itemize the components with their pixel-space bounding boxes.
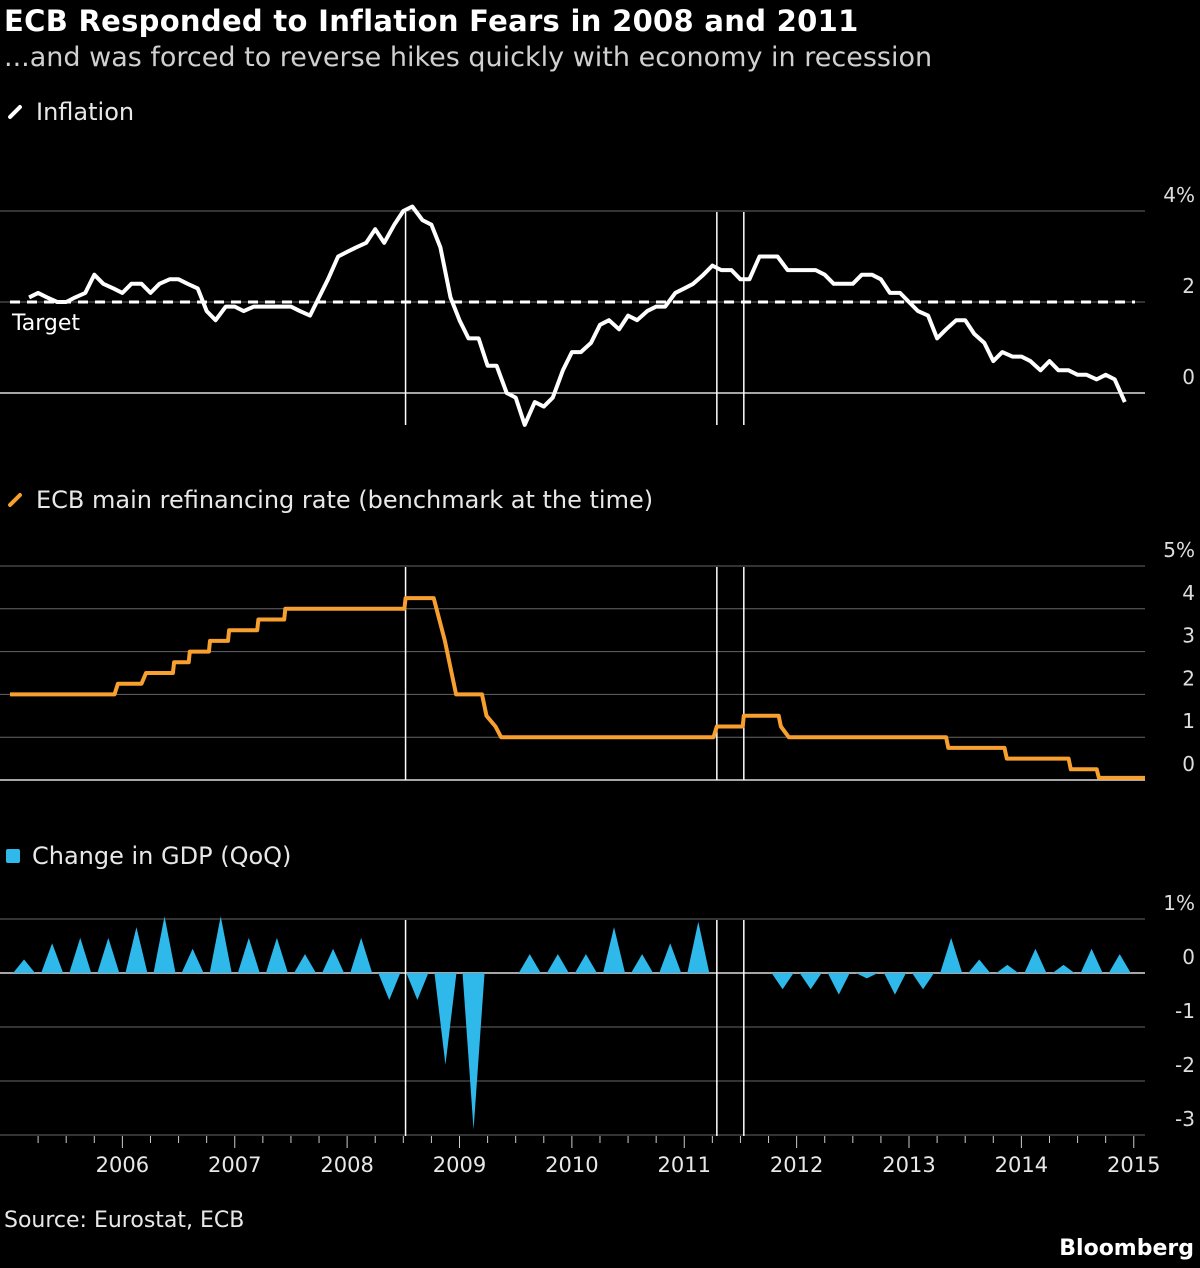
- inflation-tick-label: 4%: [1163, 183, 1195, 207]
- gdp-tick-label: 1%: [1163, 891, 1195, 915]
- x-axis-year-label: 2012: [770, 1153, 823, 1177]
- inflation-tick-label: 2: [1182, 274, 1195, 298]
- gdp-bar: [827, 973, 850, 995]
- gdp-bar: [13, 959, 36, 973]
- x-axis-year-label: 2007: [208, 1153, 261, 1177]
- gdp-bar: [603, 927, 626, 973]
- gdp-tick-label: -2: [1175, 1053, 1195, 1077]
- source-note: Source: Eurostat, ECB: [4, 1208, 245, 1233]
- x-axis-year-label: 2015: [1107, 1153, 1160, 1177]
- x-axis-year-label: 2010: [545, 1153, 598, 1177]
- brand-logo: Bloomberg: [1059, 1236, 1194, 1261]
- gdp-bar: [883, 973, 906, 995]
- gdp-bar: [462, 973, 485, 1130]
- gdp-tick-label: -1: [1175, 999, 1195, 1023]
- gdp-bar: [237, 937, 260, 973]
- inflation-line: [28, 204, 1127, 427]
- rate-tick-label: 3: [1182, 624, 1195, 648]
- rate-tick-label: 4: [1182, 581, 1195, 605]
- rate-tick-label: 5%: [1163, 538, 1195, 562]
- rate-line: [10, 596, 1145, 780]
- inflation-tick-label: 0: [1182, 365, 1195, 389]
- rate-tick-label: 1: [1182, 709, 1195, 733]
- gdp-bar: [1052, 964, 1075, 973]
- x-axis-year-label: 2009: [433, 1153, 486, 1177]
- gdp-bar: [912, 973, 935, 990]
- gdp-tick-label: -3: [1175, 1107, 1195, 1131]
- gdp-bar: [125, 927, 148, 973]
- gdp-bar: [771, 973, 794, 990]
- gdp-tick-label: 0: [1182, 945, 1195, 969]
- gdp-bar: [69, 937, 92, 973]
- gdp-bar: [434, 973, 457, 1065]
- gdp-bar: [659, 943, 682, 973]
- gdp-bar: [209, 916, 232, 973]
- gdp-bar: [631, 954, 654, 973]
- legend-rate: ECB main refinancing rate (benchmark at …: [6, 486, 653, 514]
- x-axis-year-label: 2013: [882, 1153, 935, 1177]
- gdp-bar: [996, 964, 1019, 973]
- gdp-bar: [1080, 948, 1103, 973]
- gdp-bar: [940, 937, 963, 973]
- target-label: Target: [11, 311, 80, 336]
- gdp-bar: [687, 921, 710, 973]
- gdp-bar: [1108, 954, 1131, 973]
- gdp-bar: [799, 973, 822, 990]
- legend-gdp: Change in GDP (QoQ): [6, 842, 291, 870]
- gdp-bar: [518, 954, 541, 973]
- x-axis-year-label: 2011: [658, 1153, 711, 1177]
- gdp-bar: [293, 954, 316, 973]
- gdp-bar: [153, 916, 176, 973]
- gdp-bar: [322, 948, 345, 973]
- legend-gdp-label: Change in GDP (QoQ): [32, 842, 292, 870]
- chart-canvas: 4% 2 0 Target 5% 4 3 2 1 0 1% 0 -1 -2 -3 2006 2007 2008 20…: [0, 183, 1195, 1177]
- gdp-bar: [97, 937, 120, 973]
- x-axis-year-label: 2014: [995, 1153, 1048, 1177]
- legend-rate-label: ECB main refinancing rate (benchmark at …: [36, 486, 654, 514]
- x-axis-year-label: 2008: [320, 1153, 373, 1177]
- x-axis-year-label: 2006: [96, 1153, 149, 1177]
- gdp-bar: [378, 973, 401, 1000]
- gdp-bar: [968, 959, 991, 973]
- chart-subtitle: ...and was forced to reverse hikes quick…: [4, 42, 933, 73]
- gdp-bar: [181, 948, 204, 973]
- gdp-bar: [546, 954, 569, 973]
- chart-title: ECB Responded to Inflation Fears in 2008…: [4, 4, 859, 38]
- rate-tick-label: 0: [1182, 752, 1195, 776]
- gdp-bar: [1024, 948, 1047, 973]
- gdp-bar: [406, 973, 429, 1000]
- gdp-bar: [265, 937, 288, 973]
- legend-inflation-label: Inflation: [36, 98, 135, 126]
- legend-square-icon: [6, 849, 20, 863]
- gdp-bar: [350, 937, 373, 973]
- gdp-bar: [574, 954, 597, 973]
- gdp-bar: [41, 943, 64, 973]
- rate-tick-label: 2: [1182, 666, 1195, 690]
- legend-inflation: Inflation: [6, 98, 134, 126]
- gdp-bar: [855, 973, 878, 979]
